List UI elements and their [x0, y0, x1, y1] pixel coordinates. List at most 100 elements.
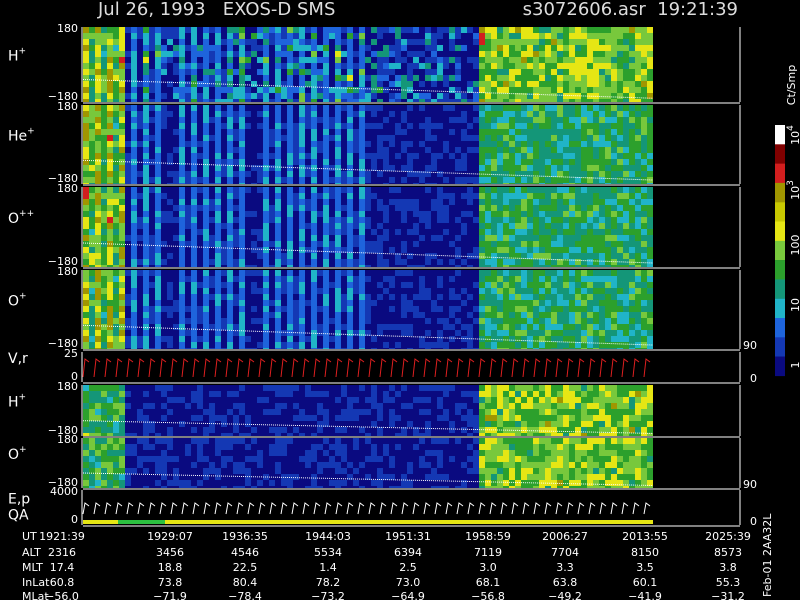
spectrogram-cell [131, 282, 137, 288]
spectrogram-cell [125, 45, 131, 51]
spectrogram-cell [83, 75, 89, 81]
spectrogram-cell [275, 117, 281, 123]
spectrogram-cell [137, 129, 143, 135]
spectrogram-cell [203, 177, 209, 183]
spectrogram-cell [215, 270, 221, 276]
spectrogram-cell [461, 229, 467, 235]
spectrogram-cell [371, 300, 377, 306]
spectrogram-cell [89, 306, 95, 312]
spectrogram-cell [377, 324, 383, 330]
spectrogram-cell [509, 336, 515, 342]
spectrogram-cell [371, 282, 377, 288]
spectrogram-cell [563, 57, 569, 63]
spectrogram-cell [329, 57, 335, 63]
spectrogram-cell [233, 205, 239, 211]
spectrogram-cell [95, 288, 101, 294]
spectrogram-cell [233, 135, 239, 141]
spectrogram-cell [515, 318, 521, 324]
spectrogram-cell [587, 247, 593, 253]
spectrogram-cell [527, 99, 533, 102]
spectrogram-cell [143, 183, 149, 184]
spectrogram-cell [197, 241, 203, 247]
spectrogram-cell [557, 183, 563, 184]
spectrogram-cell [413, 205, 419, 211]
spectrogram-cell [617, 129, 623, 135]
spectrogram-cell [521, 306, 527, 312]
spectrogram-cell [467, 147, 473, 153]
spectrogram-cell [203, 259, 209, 265]
spectrogram-cell [95, 51, 101, 57]
spectrogram-cell [563, 129, 569, 135]
spectrogram-cell [107, 39, 113, 45]
spectrogram-cell [371, 294, 377, 300]
spectrogram-cell [155, 87, 161, 93]
spectrogram-cell [365, 129, 371, 135]
spectrogram-cell [419, 75, 425, 81]
spectrogram-cell [113, 336, 119, 342]
spectrogram-cell [461, 171, 467, 177]
spectrogram-cell [221, 153, 227, 159]
spectrogram-cell [317, 306, 323, 312]
spectrogram-cell [353, 247, 359, 253]
spectrogram-cell [431, 294, 437, 300]
spectrogram-cell [125, 75, 131, 81]
spectrogram-cell [431, 330, 437, 336]
spectrogram-cell [539, 93, 545, 99]
spectrogram-cell [425, 235, 431, 241]
spectrogram-cell [647, 39, 653, 45]
spectrogram-cell [503, 217, 509, 223]
spectrogram-cell [83, 265, 89, 267]
spectrogram-cell [323, 171, 329, 177]
spectrogram-cell [179, 159, 185, 165]
spectrogram-cell [89, 165, 95, 171]
spectrogram-cell [413, 247, 419, 253]
spectrogram-cell [347, 205, 353, 211]
spectrogram-cell [575, 153, 581, 159]
spectrogram-cell [503, 153, 509, 159]
spectrogram-cell [143, 117, 149, 123]
spectrogram-cell [503, 253, 509, 259]
spectrogram-cell [395, 306, 401, 312]
spectrogram-cell [149, 75, 155, 81]
spectrogram-cell [569, 171, 575, 177]
spectrogram-cell [383, 147, 389, 153]
spectrogram-cell [485, 288, 491, 294]
spectrogram-cell [545, 229, 551, 235]
spectrogram-cell [137, 193, 143, 199]
spectrogram-cell [449, 259, 455, 265]
spectrogram-cell [293, 27, 299, 33]
spectrogram-cell [527, 159, 533, 165]
spectrogram-cell [503, 211, 509, 217]
spectrogram-cell [437, 123, 443, 129]
spectrogram-cell [533, 99, 539, 102]
spectrogram-cell [305, 241, 311, 247]
spectrogram-cell [389, 217, 395, 223]
spectrogram-cell [455, 270, 461, 276]
spectrogram-cell [527, 235, 533, 241]
spectrogram-cell [383, 153, 389, 159]
spectrogram-cell [377, 33, 383, 39]
spectrogram-cell [191, 33, 197, 39]
spectrogram-cell [179, 217, 185, 223]
spectrogram-cell [281, 282, 287, 288]
spectrogram-cell [167, 177, 173, 183]
spectrogram-cell [167, 193, 173, 199]
spectrogram-cell [209, 318, 215, 324]
spectrogram-cell [179, 129, 185, 135]
spectrogram-cell [383, 135, 389, 141]
spectrogram-cell [299, 211, 305, 217]
spectrogram-cell [215, 81, 221, 87]
spectrogram-cell [443, 135, 449, 141]
spectrogram-cell [443, 165, 449, 171]
spectrogram-cell [395, 187, 401, 193]
spectrogram-cell [527, 300, 533, 306]
spectrogram-cell [233, 223, 239, 229]
spectrogram-cell [83, 276, 89, 282]
spectrogram-cell [311, 187, 317, 193]
spectrogram-cell [149, 288, 155, 294]
spectrogram-cell [629, 265, 635, 267]
spectrogram-cell [101, 282, 107, 288]
spectrogram-cell [251, 117, 257, 123]
spectrogram-cell [599, 259, 605, 265]
spectrogram-cell [245, 129, 251, 135]
